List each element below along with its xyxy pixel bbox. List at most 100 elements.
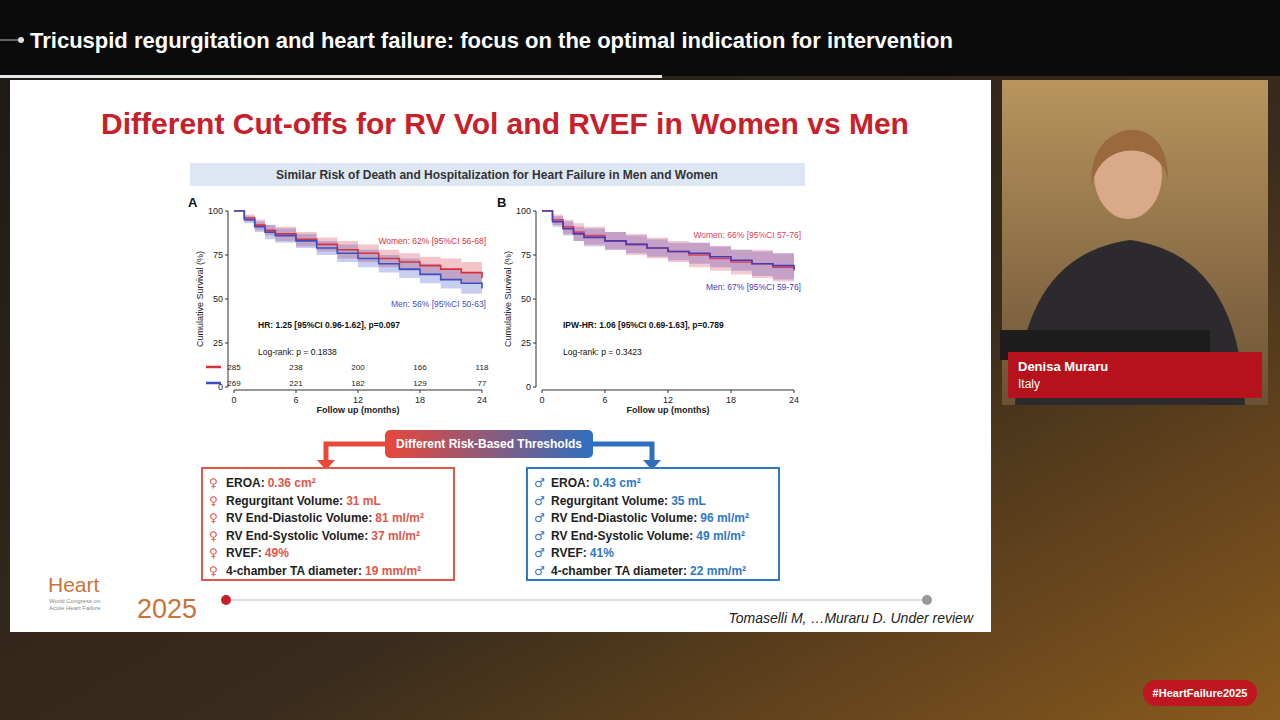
progress-bar bbox=[0, 75, 662, 78]
x-tick bbox=[731, 390, 732, 393]
presenter-hair bbox=[1092, 130, 1168, 185]
y-tick-label: 50 bbox=[521, 294, 531, 304]
slide-progress-end bbox=[922, 595, 932, 605]
threshold-value: 0.36 cm² bbox=[268, 476, 316, 490]
threshold-label: RV End-Diastolic Volume: bbox=[226, 511, 372, 525]
x-tick-label: 6 bbox=[293, 395, 298, 405]
at-risk-number: 221 bbox=[289, 379, 303, 388]
header-title: Tricuspid regurgitation and heart failur… bbox=[30, 28, 953, 53]
threshold-value: 49 ml/m² bbox=[696, 529, 745, 543]
at-risk-number: 118 bbox=[476, 363, 489, 372]
subtitle: Similar Risk of Death and Hospitalizatio… bbox=[276, 168, 718, 182]
sex-symbol: ♀ bbox=[209, 476, 218, 490]
threshold-box bbox=[202, 468, 454, 580]
y-tick bbox=[533, 387, 536, 388]
sex-symbol: ♂ bbox=[534, 494, 545, 508]
y-tick bbox=[533, 343, 536, 344]
hashtag-pill bbox=[1143, 680, 1257, 706]
threshold-value: 22 mm/m² bbox=[690, 564, 746, 578]
x-tick-label: 12 bbox=[663, 395, 673, 405]
y-tick-label: 100 bbox=[516, 206, 531, 216]
sex-symbol: ♂ bbox=[534, 546, 545, 560]
threshold-label: Regurgitant Volume: bbox=[226, 494, 343, 508]
y-tick-label: 100 bbox=[208, 206, 223, 216]
threshold-label: RV End-Systolic Volume: bbox=[226, 529, 368, 543]
series-label: Men: 56% [95%CI 50-63] bbox=[391, 299, 486, 309]
thresholds: Different Risk-Based Thresholds ♀ EROA: 0.… bbox=[202, 430, 779, 580]
x-tick-label: 6 bbox=[602, 395, 607, 405]
threshold-label: RVEF: bbox=[551, 546, 587, 560]
threshold-label: Regurgitant Volume: bbox=[551, 494, 668, 508]
x-tick-label: 24 bbox=[789, 395, 799, 405]
y-tick-label: 50 bbox=[213, 294, 223, 304]
header-line bbox=[0, 40, 18, 41]
x-tick bbox=[542, 390, 543, 393]
logo-year: 2025 bbox=[137, 594, 197, 624]
y-tick bbox=[225, 211, 228, 212]
at-risk-number: 200 bbox=[351, 363, 365, 372]
thresholds-pill bbox=[385, 430, 593, 458]
y-tick-label: 25 bbox=[213, 338, 223, 348]
panel-label: B bbox=[497, 195, 506, 210]
slide-title: Different Cut-offs for RV Vol and RVEF i… bbox=[101, 107, 909, 140]
x-tick-label: 0 bbox=[231, 395, 236, 405]
background bbox=[0, 0, 1280, 720]
subtitle-band bbox=[190, 163, 805, 186]
sex-symbol: ♂ bbox=[534, 564, 545, 578]
y-tick-label: 0 bbox=[526, 382, 531, 392]
threshold-label: RVEF: bbox=[226, 546, 262, 560]
annotation: IPW-HR: 1.06 [95%CI 0.69-1.63], p=0.789 bbox=[563, 320, 724, 330]
sex-symbol: ♂ bbox=[534, 511, 545, 525]
x-tick bbox=[420, 390, 421, 393]
ci-band bbox=[542, 211, 794, 283]
name-tag bbox=[1008, 352, 1262, 398]
at-risk-number: 238 bbox=[289, 363, 303, 372]
threshold-value: 41% bbox=[590, 546, 614, 560]
y-tick bbox=[533, 255, 536, 256]
x-axis-title: Follow up (months) bbox=[627, 405, 710, 415]
sex-symbol: ♀ bbox=[209, 511, 218, 525]
y-tick-label: 75 bbox=[213, 250, 223, 260]
speaker-country: Italy bbox=[1018, 377, 1040, 391]
x-tick bbox=[296, 390, 297, 393]
logo-word: Heart bbox=[48, 573, 100, 596]
presenter-video: Denisa MuraruItaly bbox=[1000, 80, 1268, 405]
threshold-value: 35 mL bbox=[671, 494, 706, 508]
y-tick bbox=[225, 255, 228, 256]
thresholds-title: Different Risk-Based Thresholds bbox=[396, 437, 582, 451]
arrow-right bbox=[588, 444, 652, 462]
y-axis-title: Cumulative Survival (%) bbox=[503, 251, 513, 347]
logo-sub: Acute Heart Failure bbox=[49, 605, 101, 611]
threshold-label: EROA: bbox=[551, 476, 590, 490]
series-label: Men: 67% [95%CI 59-76] bbox=[706, 282, 801, 292]
sex-symbol: ♀ bbox=[209, 529, 218, 543]
at-risk-number: 182 bbox=[351, 379, 365, 388]
x-tick-label: 0 bbox=[539, 395, 544, 405]
survival-line bbox=[542, 211, 794, 271]
video-frame bbox=[1002, 80, 1268, 405]
slide-progress-dot bbox=[221, 595, 231, 605]
panel-label: A bbox=[188, 195, 198, 210]
series-label: Women: 66% [95%CI 57-76] bbox=[693, 230, 801, 240]
annotation: Log-rank: p = 0.1838 bbox=[258, 347, 337, 357]
threshold-value: 49% bbox=[265, 546, 289, 560]
threshold-label: RV End-Systolic Volume: bbox=[551, 529, 693, 543]
at-risk-number: 77 bbox=[478, 379, 487, 388]
x-tick bbox=[668, 390, 669, 393]
threshold-value: 31 mL bbox=[346, 494, 381, 508]
plot-area bbox=[234, 211, 482, 299]
x-axis-title: Follow up (months) bbox=[317, 405, 400, 415]
chart: B025507510006121824Follow up (months)Cum… bbox=[497, 195, 801, 415]
slide bbox=[10, 80, 991, 632]
ci-band bbox=[542, 211, 794, 287]
y-tick-label: 25 bbox=[521, 338, 531, 348]
slide-progress bbox=[226, 600, 927, 601]
threshold-label: 4-chamber TA diameter: bbox=[551, 564, 687, 578]
y-tick bbox=[533, 211, 536, 212]
threshold-value: 0.43 cm² bbox=[593, 476, 641, 490]
hashtag: #HeartFailure2025 bbox=[1153, 687, 1248, 699]
threshold-label: 4-chamber TA diameter: bbox=[226, 564, 362, 578]
x-tick-label: 24 bbox=[477, 395, 487, 405]
x-tick bbox=[482, 390, 483, 393]
ci-band bbox=[234, 211, 482, 299]
